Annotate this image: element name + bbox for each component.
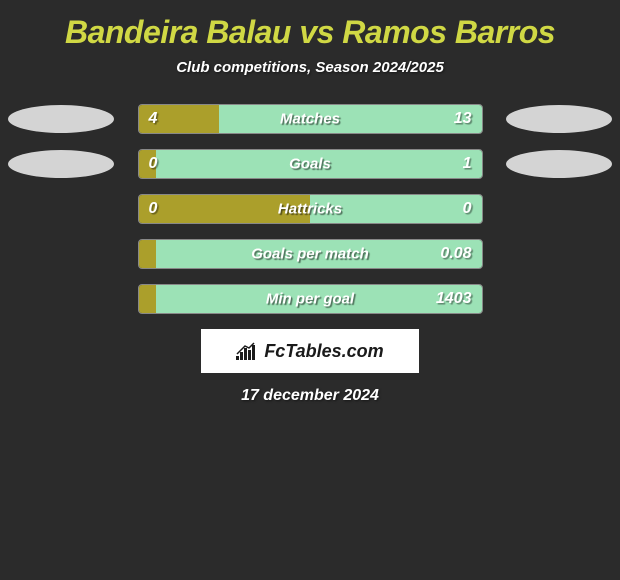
- player1-name: Bandeira Balau: [65, 14, 291, 50]
- stat-row: 4 13 Matches: [0, 104, 620, 134]
- stat-row: 0.08 Goals per match: [0, 239, 620, 269]
- right-value: 1403: [436, 290, 472, 308]
- stat-label: Goals: [289, 156, 331, 173]
- right-value: 1: [463, 155, 472, 173]
- stat-bar: 0 0 Hattricks: [138, 194, 483, 224]
- stat-bar: 1403 Min per goal: [138, 284, 483, 314]
- stat-bar: 0.08 Goals per match: [138, 239, 483, 269]
- stats-container: 4 13 Matches 0 1 Goals 0 0 Hattricks 0.08 Goals pe…: [0, 100, 620, 314]
- date: 17 december 2024: [0, 373, 620, 405]
- stat-row: 0 0 Hattricks: [0, 194, 620, 224]
- logo-box: FcTables.com: [201, 329, 419, 373]
- stat-bar: 4 13 Matches: [138, 104, 483, 134]
- stat-bar: 0 1 Goals: [138, 149, 483, 179]
- right-value: 0: [463, 200, 472, 218]
- stat-label: Matches: [280, 111, 340, 128]
- player2-badge: [506, 105, 612, 133]
- logo-text: FcTables.com: [264, 341, 383, 362]
- player2-badge: [506, 150, 612, 178]
- left-value: 0: [149, 155, 158, 173]
- player1-badge: [8, 105, 114, 133]
- left-value: 0: [149, 200, 158, 218]
- stat-row: 0 1 Goals: [0, 149, 620, 179]
- stat-label: Min per goal: [266, 291, 354, 308]
- right-bar-fill: [219, 105, 481, 133]
- player2-name: Ramos Barros: [342, 14, 555, 50]
- vs-text: vs: [299, 14, 334, 50]
- left-bar-fill: [139, 240, 156, 268]
- left-bar-fill: [139, 285, 156, 313]
- stat-label: Goals per match: [251, 246, 369, 263]
- stat-row: 1403 Min per goal: [0, 284, 620, 314]
- stat-label: Hattricks: [278, 201, 342, 218]
- player1-badge: [8, 150, 114, 178]
- right-value: 0.08: [440, 245, 471, 263]
- chart-icon: [236, 342, 258, 360]
- comparison-title: Bandeira Balau vs Ramos Barros: [0, 0, 620, 59]
- subtitle: Club competitions, Season 2024/2025: [0, 59, 620, 100]
- right-value: 13: [454, 110, 472, 128]
- left-value: 4: [149, 110, 158, 128]
